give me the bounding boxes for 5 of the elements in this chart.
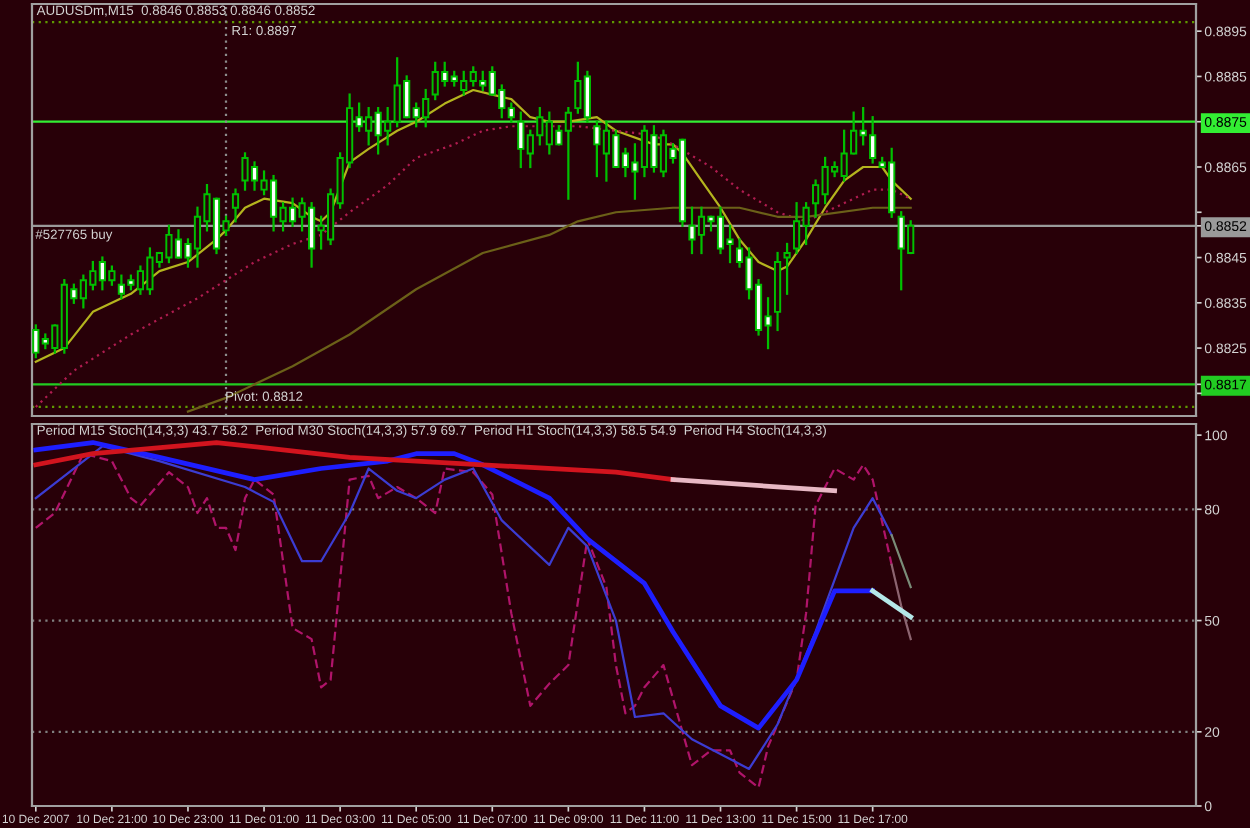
line-series	[186, 206, 912, 413]
line-series	[33, 440, 676, 482]
line-series	[33, 440, 876, 731]
candlestick	[231, 188, 240, 223]
candlestick	[783, 242, 791, 295]
